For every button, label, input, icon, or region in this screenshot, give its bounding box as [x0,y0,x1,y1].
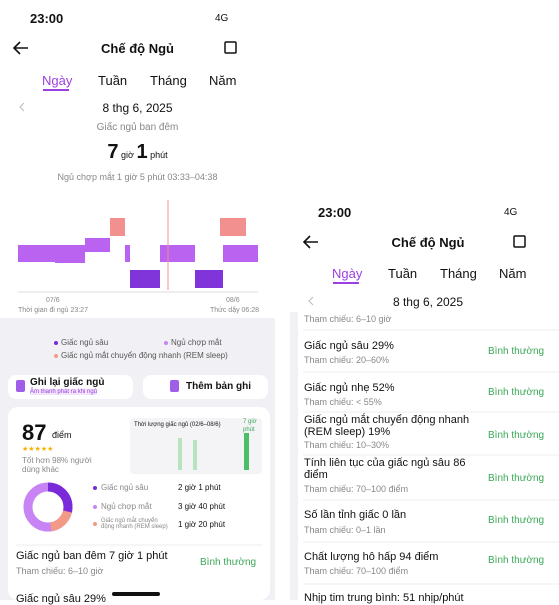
cutoff: Giấc ngủ sâu 29% [16,593,106,605]
row-ref: Tham chiếu: 6–10 giờ [304,314,392,324]
row-title: Tính liên tục của giấc ngủ sâu 86 điểm [304,457,466,481]
score-note: Tốt hơn 98% người dùng khác [22,456,92,474]
button-sub: Âm thanh phát ra khi ngủ [30,389,98,395]
score: 87 [22,420,47,445]
mini-title: Thời lượng giấc ngủ (02/6–08/6) [134,422,221,428]
tab[interactable]: Năm [209,73,237,88]
status-time: 23:00 [30,11,64,26]
date: 8 thg 6, 2025 [102,101,173,115]
subtitle: Giấc ngủ ban đêm [96,122,179,133]
chart-label: 07/6 [46,297,60,304]
row-status: Bình thường [488,387,545,398]
row-ref: Tham chiếu: < 55% [304,397,382,407]
mini-label: phút [243,427,255,433]
breakdown-name: Giấc ngủ sâu [101,483,149,492]
unit: giờ [121,150,134,160]
row-title: Giấc ngủ nhẹ 52% [304,382,395,394]
button[interactable]: Thêm bản ghi [186,381,251,392]
summary-status: Bình thường [200,557,257,568]
mini-label: 7 giờ [243,419,257,425]
header-title: Chế độ Ngủ [391,235,465,250]
row-ref: Tham chiếu: 20–60% [304,355,390,365]
tab[interactable]: Năm [499,266,527,281]
minutes: 1 [136,141,148,163]
summary-title: Giấc ngủ ban đêm 7 giờ 1 phút [16,550,168,562]
legend: Ngủ chợp mắt [171,338,222,347]
tab[interactable]: Ngày [332,266,363,281]
duration: 7 giờ 1 phút [0,141,275,164]
cutoff: Nhịp tim trung bình: 51 nhịp/phút [304,592,464,604]
tab[interactable]: Tuần [388,266,418,281]
score-unit: điểm [52,430,72,440]
button[interactable]: Ghi lại giấc ngủ [30,377,105,388]
nap: Ngủ chợp mắt 1 giờ 5 phút 03:33–04:38 [57,172,218,182]
breakdown-value: 3 giờ 40 phút [178,502,226,511]
row-ref: Tham chiếu: 10–30% [304,440,390,450]
row-title: Giấc ngủ sâu 29% [304,340,394,352]
row-status: Bình thường [488,515,545,526]
row-title: Chất lượng hô hấp 94 điểm [304,551,439,563]
tab[interactable]: Tháng [150,73,187,88]
breakdown-name: Giấc ngủ mắt chuyển động nhanh (REM slee… [101,518,168,530]
row-ref: Tham chiếu: 70–100 điểm [304,484,409,494]
chart-label: Thời gian đi ngủ 23:27 [18,307,88,314]
chart-label: 08/6 [226,297,240,304]
summary-ref: Tham chiếu: 6–10 giờ [16,566,104,576]
status-network: 4G [215,13,229,24]
date: 8 thg 6, 2025 [392,295,464,309]
status-network: 4G [504,207,518,218]
chart-label: Thức dậy 06:28 [210,307,260,314]
legend: Giấc ngủ mắt chuyển động nhanh (REM slee… [61,351,228,360]
hours: 7 [107,141,119,163]
unit: phút [150,150,168,160]
breakdown-value: 2 giờ 1 phút [178,483,221,492]
breakdown-value: 1 giờ 20 phút [178,520,226,529]
row-status: Bình thường [488,555,545,566]
tab[interactable]: Tuần [98,73,128,88]
tab[interactable]: Tháng [440,266,477,281]
row-title: Số lần tỉnh giấc 0 lần [304,509,407,521]
breakdown-name: Ngủ chợp mắt [101,502,152,511]
tab[interactable]: Ngày [42,73,73,88]
stars: ★★★★★ [22,446,54,453]
row-ref: Tham chiếu: 70–100 điểm [304,566,409,576]
header-title: Chế độ Ngủ [101,41,174,56]
row-status: Bình thường [488,473,545,484]
row-title: Giấc ngủ mắt chuyển động nhanh (REM slee… [304,414,470,438]
status-time: 23:00 [318,205,352,220]
legend: Giấc ngủ sâu [61,338,109,347]
row-status: Bình thường [488,430,545,441]
row-ref: Tham chiếu: 0–1 lần [304,525,386,535]
row-status: Bình thường [488,346,545,357]
